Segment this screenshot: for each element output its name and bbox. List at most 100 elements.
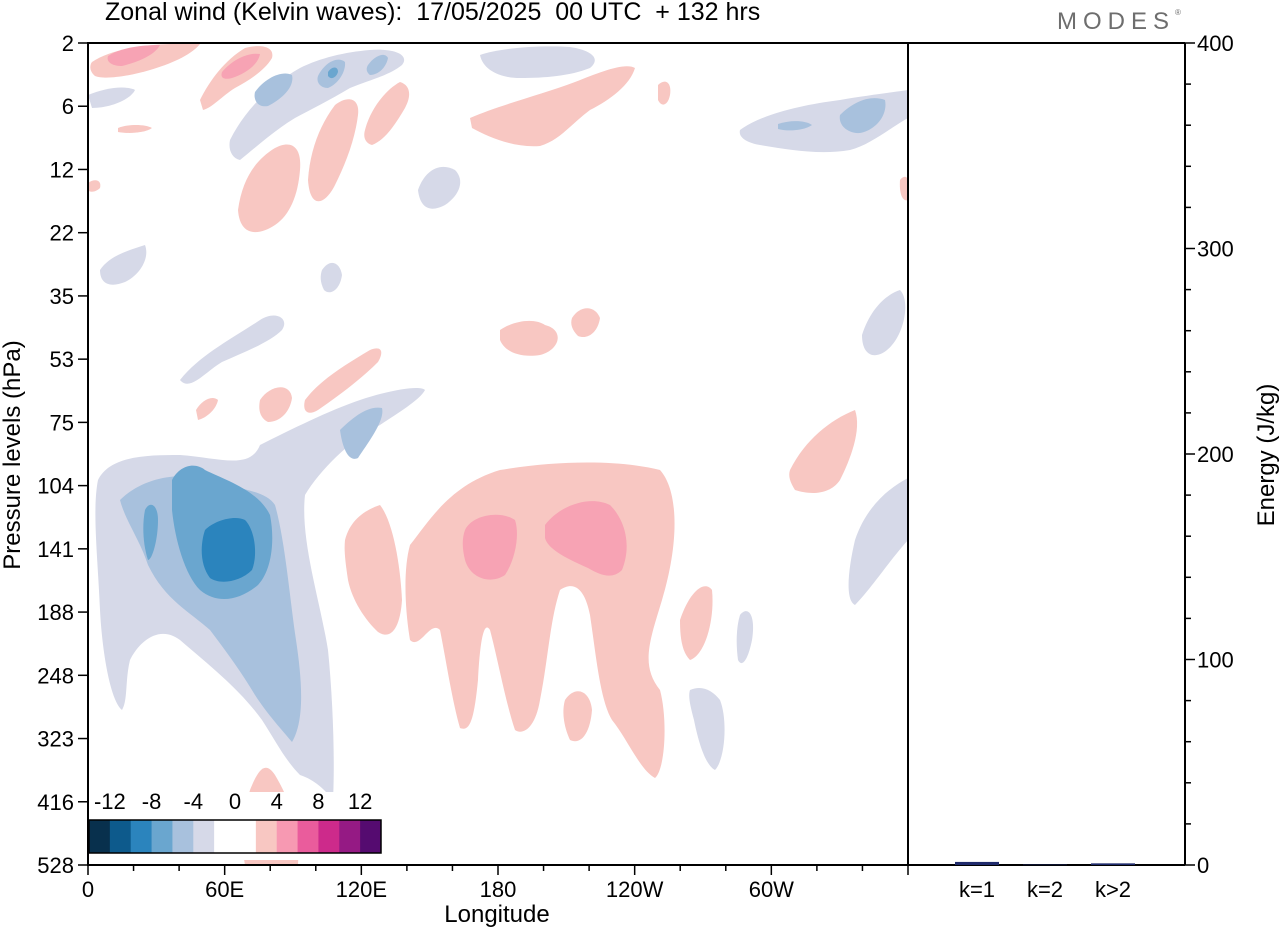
westerly-contour: [899, 176, 908, 201]
westerly-contour: [304, 348, 382, 413]
westerly-contour: [563, 691, 592, 742]
westerly-contour: [405, 462, 675, 778]
energy-bars: [955, 861, 1135, 866]
colorbar-label: -12: [94, 789, 126, 814]
colorbar-cell: [276, 820, 298, 853]
colorbar-cell: [109, 820, 132, 853]
energy-tick-label: 0: [1197, 853, 1209, 878]
energy-bar: [1023, 864, 1067, 866]
energy-axis: 0 100 200 300 400: [1185, 31, 1234, 878]
y-axis: 2 6 12 22 35 53 75 104 141 188 248 323 416 528: [37, 31, 88, 878]
easterly-contour: [848, 478, 908, 605]
colorbar-cell: [339, 820, 361, 853]
energy-tick-label: 400: [1197, 31, 1234, 56]
y-tick-label: 75: [50, 410, 74, 435]
colorbar-label: -8: [142, 789, 162, 814]
colorbar-cell: [235, 820, 257, 853]
westerly-contour: [545, 501, 627, 576]
energy-bar: [955, 861, 999, 865]
colorbar-cell: [360, 820, 382, 853]
westerly-contour: [658, 81, 671, 105]
energy-category-label: k>2: [1095, 877, 1131, 902]
westerly-contour: [364, 82, 410, 145]
y-tick-label: 53: [50, 347, 74, 372]
easterly-contour: [839, 98, 886, 134]
x-axis-title: Longitude: [444, 901, 549, 928]
brand-text: MODES: [1057, 8, 1176, 35]
x-tick-label: 180: [480, 877, 517, 902]
easterly-contour: [689, 688, 725, 770]
westerly-contour: [470, 66, 635, 147]
brand-logo: MODES®: [1057, 8, 1181, 36]
zonal-wind-field: [88, 44, 908, 865]
y-tick-label: 188: [37, 600, 74, 625]
westerly-contour: [88, 180, 101, 192]
colorbar-label: 0: [229, 789, 241, 814]
westerly-contour: [500, 320, 558, 356]
colorbar-label: 8: [312, 789, 324, 814]
easterly-contour: [418, 166, 461, 209]
colorbar-label: -4: [184, 789, 204, 814]
westerly-contour: [196, 398, 218, 420]
colorbar-cell: [172, 820, 194, 853]
y-tick-label: 12: [50, 157, 74, 182]
easterly-contour: [229, 49, 405, 160]
y-tick-label: 248: [37, 663, 74, 688]
y-tick-label: 323: [37, 727, 74, 752]
brand-registered-mark: ®: [1175, 8, 1181, 17]
y-tick-label: 35: [50, 284, 74, 309]
colorbar-cells: [89, 820, 382, 853]
y-tick-label: 22: [50, 221, 74, 246]
y-tick-label: 416: [37, 790, 74, 815]
easterly-contour: [736, 611, 754, 664]
easterly-contour: [340, 407, 383, 459]
x-axis: 0 60E 120E 180 120W 60W: [82, 865, 909, 902]
easterly-contour: [778, 121, 812, 131]
colorbar-label: 12: [348, 789, 372, 814]
easterly-contour: [254, 73, 293, 107]
westerly-contour: [308, 99, 359, 202]
westerly-contour: [571, 308, 600, 338]
x-tick-label: 0: [82, 877, 94, 902]
colorbar-cell: [151, 820, 173, 853]
y-tick-label: 2: [62, 31, 74, 56]
energy-tick-label: 300: [1197, 237, 1234, 262]
x-tick-label: 120W: [606, 877, 664, 902]
westerly-contour: [789, 410, 858, 493]
easterly-contour: [100, 245, 147, 285]
westerly-contour: [118, 125, 152, 133]
easterly-contour: [366, 54, 388, 75]
x-tick-label: 120E: [336, 877, 387, 902]
colorbar-labels: -12 -8 -4 0 4 8 12: [94, 789, 372, 814]
colorbar-cell: [255, 820, 278, 853]
y-tick-label: 528: [37, 853, 74, 878]
energy-category-label: k=1: [959, 877, 995, 902]
westerly-contour: [238, 144, 301, 233]
easterly-contour: [201, 518, 256, 582]
energy-category-label: k=2: [1027, 877, 1063, 902]
colorbar-cell: [193, 820, 215, 853]
westerly-contour: [462, 514, 517, 580]
westerly-contour: [259, 387, 292, 422]
colorbar-cell: [214, 820, 236, 853]
easterly-contour: [88, 87, 135, 108]
plot-frame: [87, 42, 909, 866]
colorbar-cell: [318, 820, 340, 853]
colorbar-cell: [130, 820, 152, 853]
colorbar-label: 4: [271, 789, 283, 814]
y-tick-label: 104: [37, 474, 74, 499]
westerly-contour: [344, 505, 402, 635]
easterly-contour: [143, 504, 158, 560]
energy-tick-label: 200: [1197, 442, 1234, 467]
easterly-contour: [320, 262, 342, 293]
westerly-contour: [221, 53, 260, 79]
energy-categories: k=1 k=2 k>2: [959, 877, 1131, 902]
colorbar-cell: [297, 820, 319, 853]
energy-tick-label: 100: [1197, 648, 1234, 673]
y-tick-label: 141: [37, 537, 74, 562]
easterly-contour: [480, 46, 595, 78]
chart-title: Zonal wind (Kelvin waves): 17/05/2025 00…: [105, 0, 761, 26]
easterly-contour: [180, 315, 285, 384]
easterly-contour: [862, 290, 906, 356]
